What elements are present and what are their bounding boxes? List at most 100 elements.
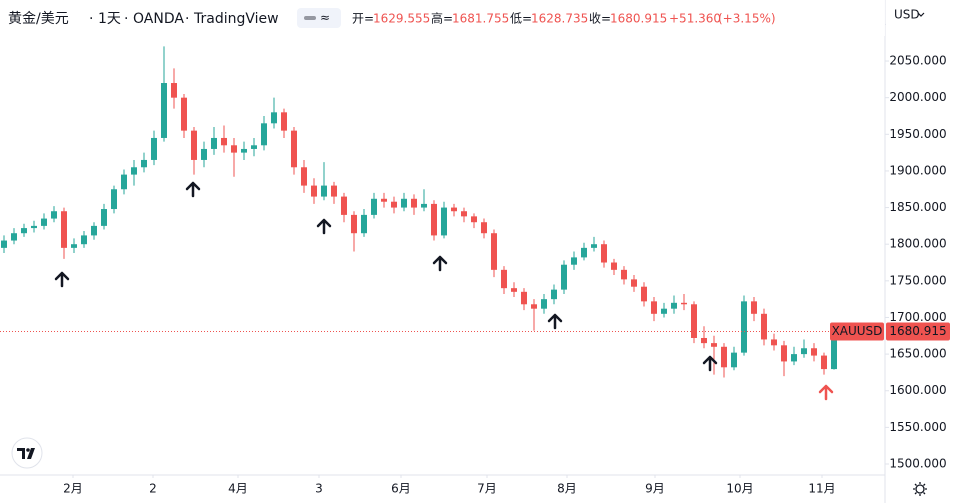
candle-body bbox=[131, 167, 137, 175]
candle-body bbox=[391, 201, 397, 208]
candle-body bbox=[821, 355, 827, 370]
candle-body bbox=[781, 345, 787, 362]
arrow bbox=[818, 384, 834, 401]
close-value: 1680.915 bbox=[610, 12, 667, 26]
y-tick-label: 1950.000 bbox=[889, 127, 946, 141]
candle-body bbox=[51, 211, 57, 219]
candle-body bbox=[111, 189, 117, 210]
candle-body bbox=[361, 214, 367, 234]
candle-body bbox=[441, 207, 447, 236]
y-tick-label: 1800.000 bbox=[889, 237, 946, 251]
candle-body bbox=[211, 137, 217, 149]
y-tick-label: 1600.000 bbox=[889, 383, 946, 397]
arrow bbox=[54, 271, 70, 288]
icon bbox=[304, 16, 316, 20]
candle-body bbox=[381, 198, 387, 202]
low-value: 1628.735 bbox=[531, 12, 588, 26]
candle-body bbox=[41, 218, 47, 226]
x-tick-label: 8月 bbox=[557, 482, 577, 496]
candle-body bbox=[711, 343, 717, 347]
separator: · bbox=[89, 11, 93, 27]
settings-icon[interactable] bbox=[913, 482, 927, 496]
candle-body bbox=[101, 209, 107, 226]
candle-body bbox=[471, 216, 477, 223]
change-pct: (+3.15%) bbox=[718, 12, 776, 26]
candle-body bbox=[271, 112, 277, 124]
candle-body bbox=[701, 337, 707, 344]
interval: 1天 bbox=[98, 11, 121, 27]
candle-body bbox=[341, 196, 347, 215]
candle-body bbox=[71, 244, 77, 248]
candle-body bbox=[801, 348, 807, 355]
candle-body bbox=[251, 145, 257, 149]
price-tag-bg bbox=[886, 322, 950, 341]
candle-body bbox=[641, 286, 647, 302]
x-tick-label: 9月 bbox=[645, 482, 665, 496]
y-tick-label: 1900.000 bbox=[889, 163, 946, 177]
candle-body bbox=[511, 288, 517, 292]
candle-body bbox=[151, 137, 157, 160]
change: +51.360 bbox=[669, 12, 721, 26]
low-label: 低= bbox=[510, 12, 532, 26]
candle-body bbox=[621, 269, 627, 280]
candle-body bbox=[11, 233, 17, 241]
logo[interactable] bbox=[11, 437, 43, 469]
candle-body bbox=[571, 257, 577, 265]
candle-body bbox=[351, 214, 357, 234]
plot bbox=[0, 46, 885, 378]
candle-body bbox=[291, 130, 297, 168]
candle-body bbox=[551, 289, 557, 300]
candle-body bbox=[331, 185, 337, 197]
candle-body bbox=[301, 167, 307, 186]
candle-body bbox=[421, 203, 427, 208]
indicator-toggle[interactable] bbox=[297, 8, 341, 28]
candle-body bbox=[231, 145, 237, 153]
x-tick-label: 6月 bbox=[391, 482, 411, 496]
candle-body bbox=[661, 308, 667, 314]
candle-body bbox=[221, 137, 227, 146]
y-tick-label: 2050.000 bbox=[889, 54, 946, 68]
candle-body bbox=[791, 354, 797, 362]
candle-body bbox=[91, 225, 97, 236]
candle-body bbox=[141, 159, 147, 168]
candle-body bbox=[651, 301, 657, 314]
symbol: 黄金/美元 bbox=[8, 10, 69, 27]
candle-body bbox=[401, 198, 407, 208]
high-value: 1681.755 bbox=[452, 12, 509, 26]
candle-body bbox=[501, 269, 507, 289]
arrows bbox=[54, 181, 834, 401]
currency[interactable]: USD bbox=[894, 8, 920, 22]
candle-body bbox=[281, 112, 287, 131]
candle-body bbox=[21, 228, 27, 234]
candle-body bbox=[261, 123, 267, 146]
x-tick-label: 11月 bbox=[808, 482, 835, 496]
candle-body bbox=[311, 185, 317, 197]
candle-body bbox=[541, 299, 547, 309]
candle-body bbox=[371, 198, 377, 215]
candle-body bbox=[761, 313, 767, 340]
candle-body bbox=[481, 222, 487, 234]
symbol-tag-bg bbox=[830, 322, 884, 341]
y-tick-label: 2000.000 bbox=[889, 90, 946, 104]
exchange: OANDA bbox=[133, 11, 184, 27]
candle-body bbox=[561, 264, 567, 290]
y-tick-label: 1750.000 bbox=[889, 273, 946, 287]
candle-body bbox=[121, 174, 127, 190]
candle-body bbox=[521, 291, 527, 305]
candle-body bbox=[431, 203, 437, 236]
candle-body bbox=[531, 304, 537, 309]
arrow bbox=[547, 313, 563, 330]
candle-body bbox=[451, 207, 457, 212]
candle-body bbox=[161, 83, 167, 138]
candle-body bbox=[171, 83, 177, 98]
candle-body bbox=[751, 301, 757, 314]
open-value: 1629.555 bbox=[373, 12, 430, 26]
candle-body bbox=[731, 352, 737, 368]
candle-body bbox=[201, 148, 207, 160]
candle-body bbox=[61, 211, 67, 248]
candle-body bbox=[831, 331, 837, 370]
candle-body bbox=[31, 225, 37, 229]
x-tick-label: 10月 bbox=[726, 482, 753, 496]
source: TradingView bbox=[193, 11, 279, 27]
